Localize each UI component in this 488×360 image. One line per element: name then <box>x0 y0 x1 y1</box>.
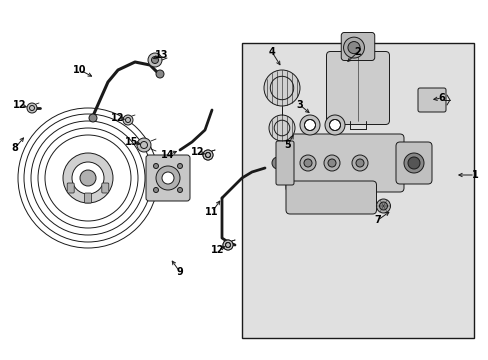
Circle shape <box>325 115 345 135</box>
Circle shape <box>18 108 158 248</box>
Circle shape <box>177 188 182 193</box>
FancyBboxPatch shape <box>285 134 403 192</box>
Circle shape <box>304 159 311 167</box>
Text: 12: 12 <box>191 147 204 157</box>
Circle shape <box>72 162 104 194</box>
Circle shape <box>27 103 37 113</box>
Text: 14: 14 <box>161 150 174 160</box>
Circle shape <box>203 150 213 160</box>
Circle shape <box>148 53 162 67</box>
Circle shape <box>80 170 96 186</box>
FancyBboxPatch shape <box>67 183 74 193</box>
Text: 1: 1 <box>470 170 477 180</box>
FancyBboxPatch shape <box>275 141 293 185</box>
Circle shape <box>223 240 232 250</box>
Circle shape <box>376 199 390 213</box>
Circle shape <box>264 70 299 106</box>
Circle shape <box>89 114 97 122</box>
Circle shape <box>324 155 339 171</box>
FancyBboxPatch shape <box>341 32 374 60</box>
Circle shape <box>299 155 315 171</box>
Circle shape <box>329 120 340 131</box>
Circle shape <box>63 153 113 203</box>
Circle shape <box>271 157 284 169</box>
Circle shape <box>153 163 158 168</box>
Circle shape <box>299 115 319 135</box>
Circle shape <box>379 202 386 210</box>
Circle shape <box>347 41 359 54</box>
Circle shape <box>268 115 294 141</box>
Circle shape <box>351 155 367 171</box>
Text: 5: 5 <box>284 140 291 150</box>
Circle shape <box>123 115 133 125</box>
Circle shape <box>137 138 151 152</box>
Circle shape <box>327 159 335 167</box>
Text: 4: 4 <box>268 47 275 57</box>
FancyBboxPatch shape <box>326 51 389 125</box>
Text: 11: 11 <box>205 207 218 217</box>
Circle shape <box>203 150 213 160</box>
FancyBboxPatch shape <box>84 193 91 203</box>
Text: 6: 6 <box>438 93 445 103</box>
Text: 8: 8 <box>12 143 19 153</box>
Circle shape <box>223 240 232 250</box>
Circle shape <box>151 57 158 63</box>
Circle shape <box>343 37 364 58</box>
FancyBboxPatch shape <box>102 183 109 193</box>
Text: 2: 2 <box>354 47 361 57</box>
Text: 12: 12 <box>13 100 27 110</box>
FancyBboxPatch shape <box>285 181 376 214</box>
Circle shape <box>177 163 182 168</box>
Text: 12: 12 <box>211 245 224 255</box>
Circle shape <box>156 70 163 78</box>
Text: 13: 13 <box>155 50 168 60</box>
Circle shape <box>156 166 180 190</box>
Circle shape <box>355 159 363 167</box>
Text: 7: 7 <box>374 215 381 225</box>
FancyBboxPatch shape <box>417 88 445 112</box>
Circle shape <box>153 188 158 193</box>
Circle shape <box>403 153 423 173</box>
Text: 15: 15 <box>125 137 139 147</box>
FancyBboxPatch shape <box>146 155 190 201</box>
Bar <box>242 43 473 338</box>
Circle shape <box>304 120 315 131</box>
Circle shape <box>162 172 174 184</box>
Circle shape <box>407 157 419 169</box>
FancyBboxPatch shape <box>395 142 431 184</box>
Text: 9: 9 <box>176 267 183 277</box>
Text: 12: 12 <box>111 113 124 123</box>
Text: 3: 3 <box>296 100 303 110</box>
Text: 10: 10 <box>73 65 86 75</box>
